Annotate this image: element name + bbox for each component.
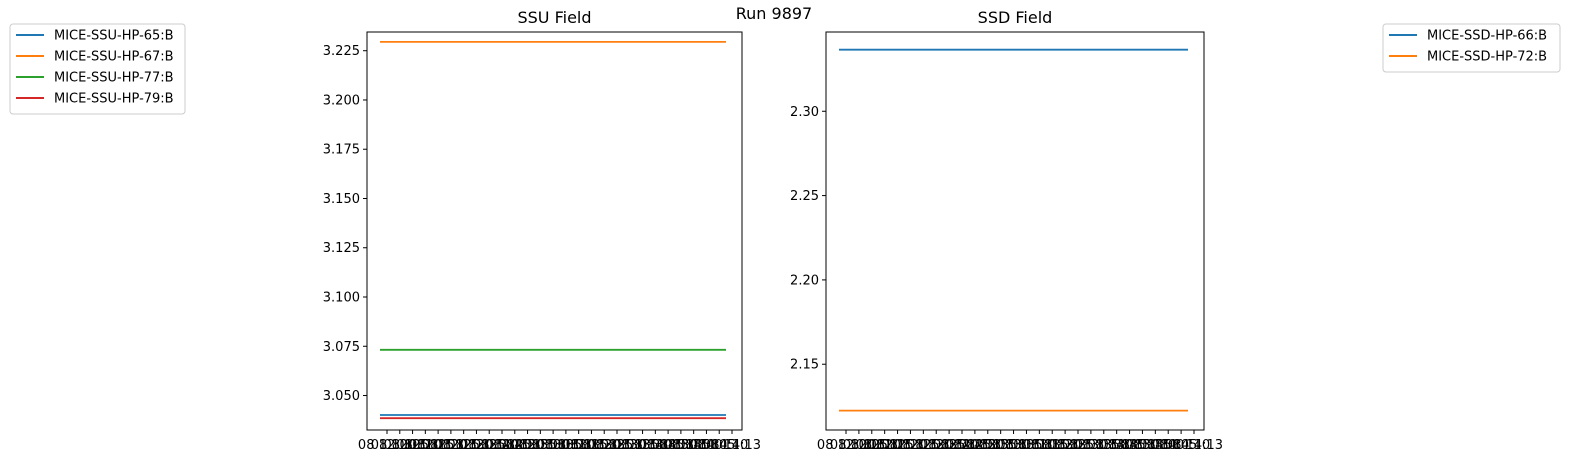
legend-label: MICE-SSU-HP-77:B [54, 71, 174, 86]
y-tick-label: 2.25 [790, 189, 819, 204]
x-tick-label: 08 13:20 [1023, 438, 1081, 453]
chart-legend-2: MICE-SSD-HP-66:B MICE-SSD-HP-72:B [1382, 23, 1561, 73]
x-tick-label: 08 12:20 [868, 438, 926, 453]
y-tick-label: 2.15 [790, 358, 819, 373]
y-tick-label: 2.30 [790, 105, 819, 120]
x-tick-label: 08 14:05 [1139, 438, 1197, 453]
y-tick-label: 2.20 [790, 273, 819, 288]
legend-box [9, 23, 186, 115]
x-tick-label: 08 13:45 [1088, 438, 1146, 453]
x-tick-label: 08 12:50 [486, 438, 544, 453]
legend-label: MICE-SSD-HP-66:B [1427, 29, 1547, 44]
x-tick-label: 08 12:25 [422, 438, 480, 453]
x-tick-label: 08 12:10 [843, 438, 901, 453]
x-tick-label: 08 12:40 [460, 438, 518, 453]
figure-suptitle: Run 9897 [736, 4, 812, 23]
x-tick-label: 08 13:05 [984, 438, 1042, 453]
x-tick-label: 08 13:55 [652, 438, 710, 453]
legend-label: MICE-SSU-HP-67:B [54, 50, 174, 65]
x-tick-label: 08 12:55 [959, 438, 1017, 453]
x-tick-label: 08 13:10 [997, 438, 1055, 453]
x-tick-label: 08 12:00 [358, 438, 416, 453]
x-tick-label: 08 13:10 [537, 438, 595, 453]
x-tick-label: 08 12:30 [435, 438, 493, 453]
x-tick-label: 08 13:35 [601, 438, 659, 453]
legend-box [1382, 23, 1561, 73]
x-tick-label: 08 13:50 [639, 438, 697, 453]
x-tick-label: 08 12:05 [830, 438, 888, 453]
x-tick-label: 08 13:30 [1049, 438, 1107, 453]
x-tick-label: 08 14:13 [1165, 438, 1223, 453]
x-tick-label: 08 12:05 [371, 438, 429, 453]
y-tick-label: 3.200 [323, 93, 360, 108]
x-tick-label: 08 13:00 [972, 438, 1030, 453]
chart-legend-1: MICE-SSU-HP-65:B MICE-SSU-HP-67:B MICE-SSU… [9, 23, 186, 115]
y-tick-label: 3.125 [323, 241, 360, 256]
x-tick-label: 08 13:55 [1113, 438, 1171, 453]
x-tick-label: 08 12:25 [881, 438, 939, 453]
x-tick-label: 08 12:45 [473, 438, 531, 453]
x-tick-label: 08 13:45 [626, 438, 684, 453]
y-tick-label: 3.050 [323, 389, 360, 404]
x-tick-label: 08 12:00 [817, 438, 875, 453]
x-tick-label: 08 14:10 [690, 438, 748, 453]
x-tick-label: 08 13:25 [1036, 438, 1094, 453]
x-tick-label: 08 14:05 [677, 438, 735, 453]
x-tick-label: 08 13:15 [550, 438, 608, 453]
x-tick-label: 08 12:15 [396, 438, 454, 453]
y-tick-label: 3.100 [323, 291, 360, 306]
chart-title: SSD Field [978, 8, 1053, 27]
x-tick-label: 08 14:00 [665, 438, 723, 453]
x-tick-label: 08 13:00 [511, 438, 569, 453]
chart-panel-1: SSU Field 3.050 3.075 3.100 3.125 3.150 3.175 3… [323, 8, 761, 453]
plot-area-frame [366, 31, 743, 431]
x-tick-label: 08 13:40 [1075, 438, 1133, 453]
legend-label: MICE-SSD-HP-72:B [1427, 50, 1547, 65]
y-tick-label: 3.175 [323, 143, 360, 158]
x-tick-label: 08 12:10 [383, 438, 441, 453]
x-tick-label: 08 13:05 [524, 438, 582, 453]
x-tick-label: 08 13:25 [575, 438, 633, 453]
x-tick-label: 08 12:30 [894, 438, 952, 453]
x-tick-label: 08 12:35 [447, 438, 505, 453]
x-tick-label: 08 12:50 [946, 438, 1004, 453]
x-tick-label: 08 14:00 [1126, 438, 1184, 453]
x-tick-label: 08 12:45 [933, 438, 991, 453]
legend-label: MICE-SSU-HP-79:B [54, 92, 174, 107]
x-tick-label: 08 13:30 [588, 438, 646, 453]
x-tick-label: 08 14:13 [703, 438, 761, 453]
x-tick-label: 08 12:20 [409, 438, 467, 453]
x-tick-label: 08 14:10 [1152, 438, 1210, 453]
x-tick-label: 08 12:15 [856, 438, 914, 453]
x-tick-label: 08 12:55 [498, 438, 556, 453]
x-tick-label: 08 13:15 [1010, 438, 1068, 453]
y-tick-label: 3.075 [323, 340, 360, 355]
plot-area-frame [825, 31, 1205, 431]
y-tick-label: 3.150 [323, 192, 360, 207]
x-tick-label: 08 13:40 [613, 438, 671, 453]
x-tick-label: 08 12:35 [907, 438, 965, 453]
legend-label: MICE-SSU-HP-65:B [54, 29, 174, 44]
x-tick-label: 08 13:20 [562, 438, 620, 453]
x-tick-label: 08 12:40 [920, 438, 978, 453]
chart-title: SSU Field [517, 8, 591, 27]
x-tick-label: 08 13:50 [1100, 438, 1158, 453]
y-tick-label: 3.225 [323, 44, 360, 59]
x-tick-label: 08 13:35 [1062, 438, 1120, 453]
